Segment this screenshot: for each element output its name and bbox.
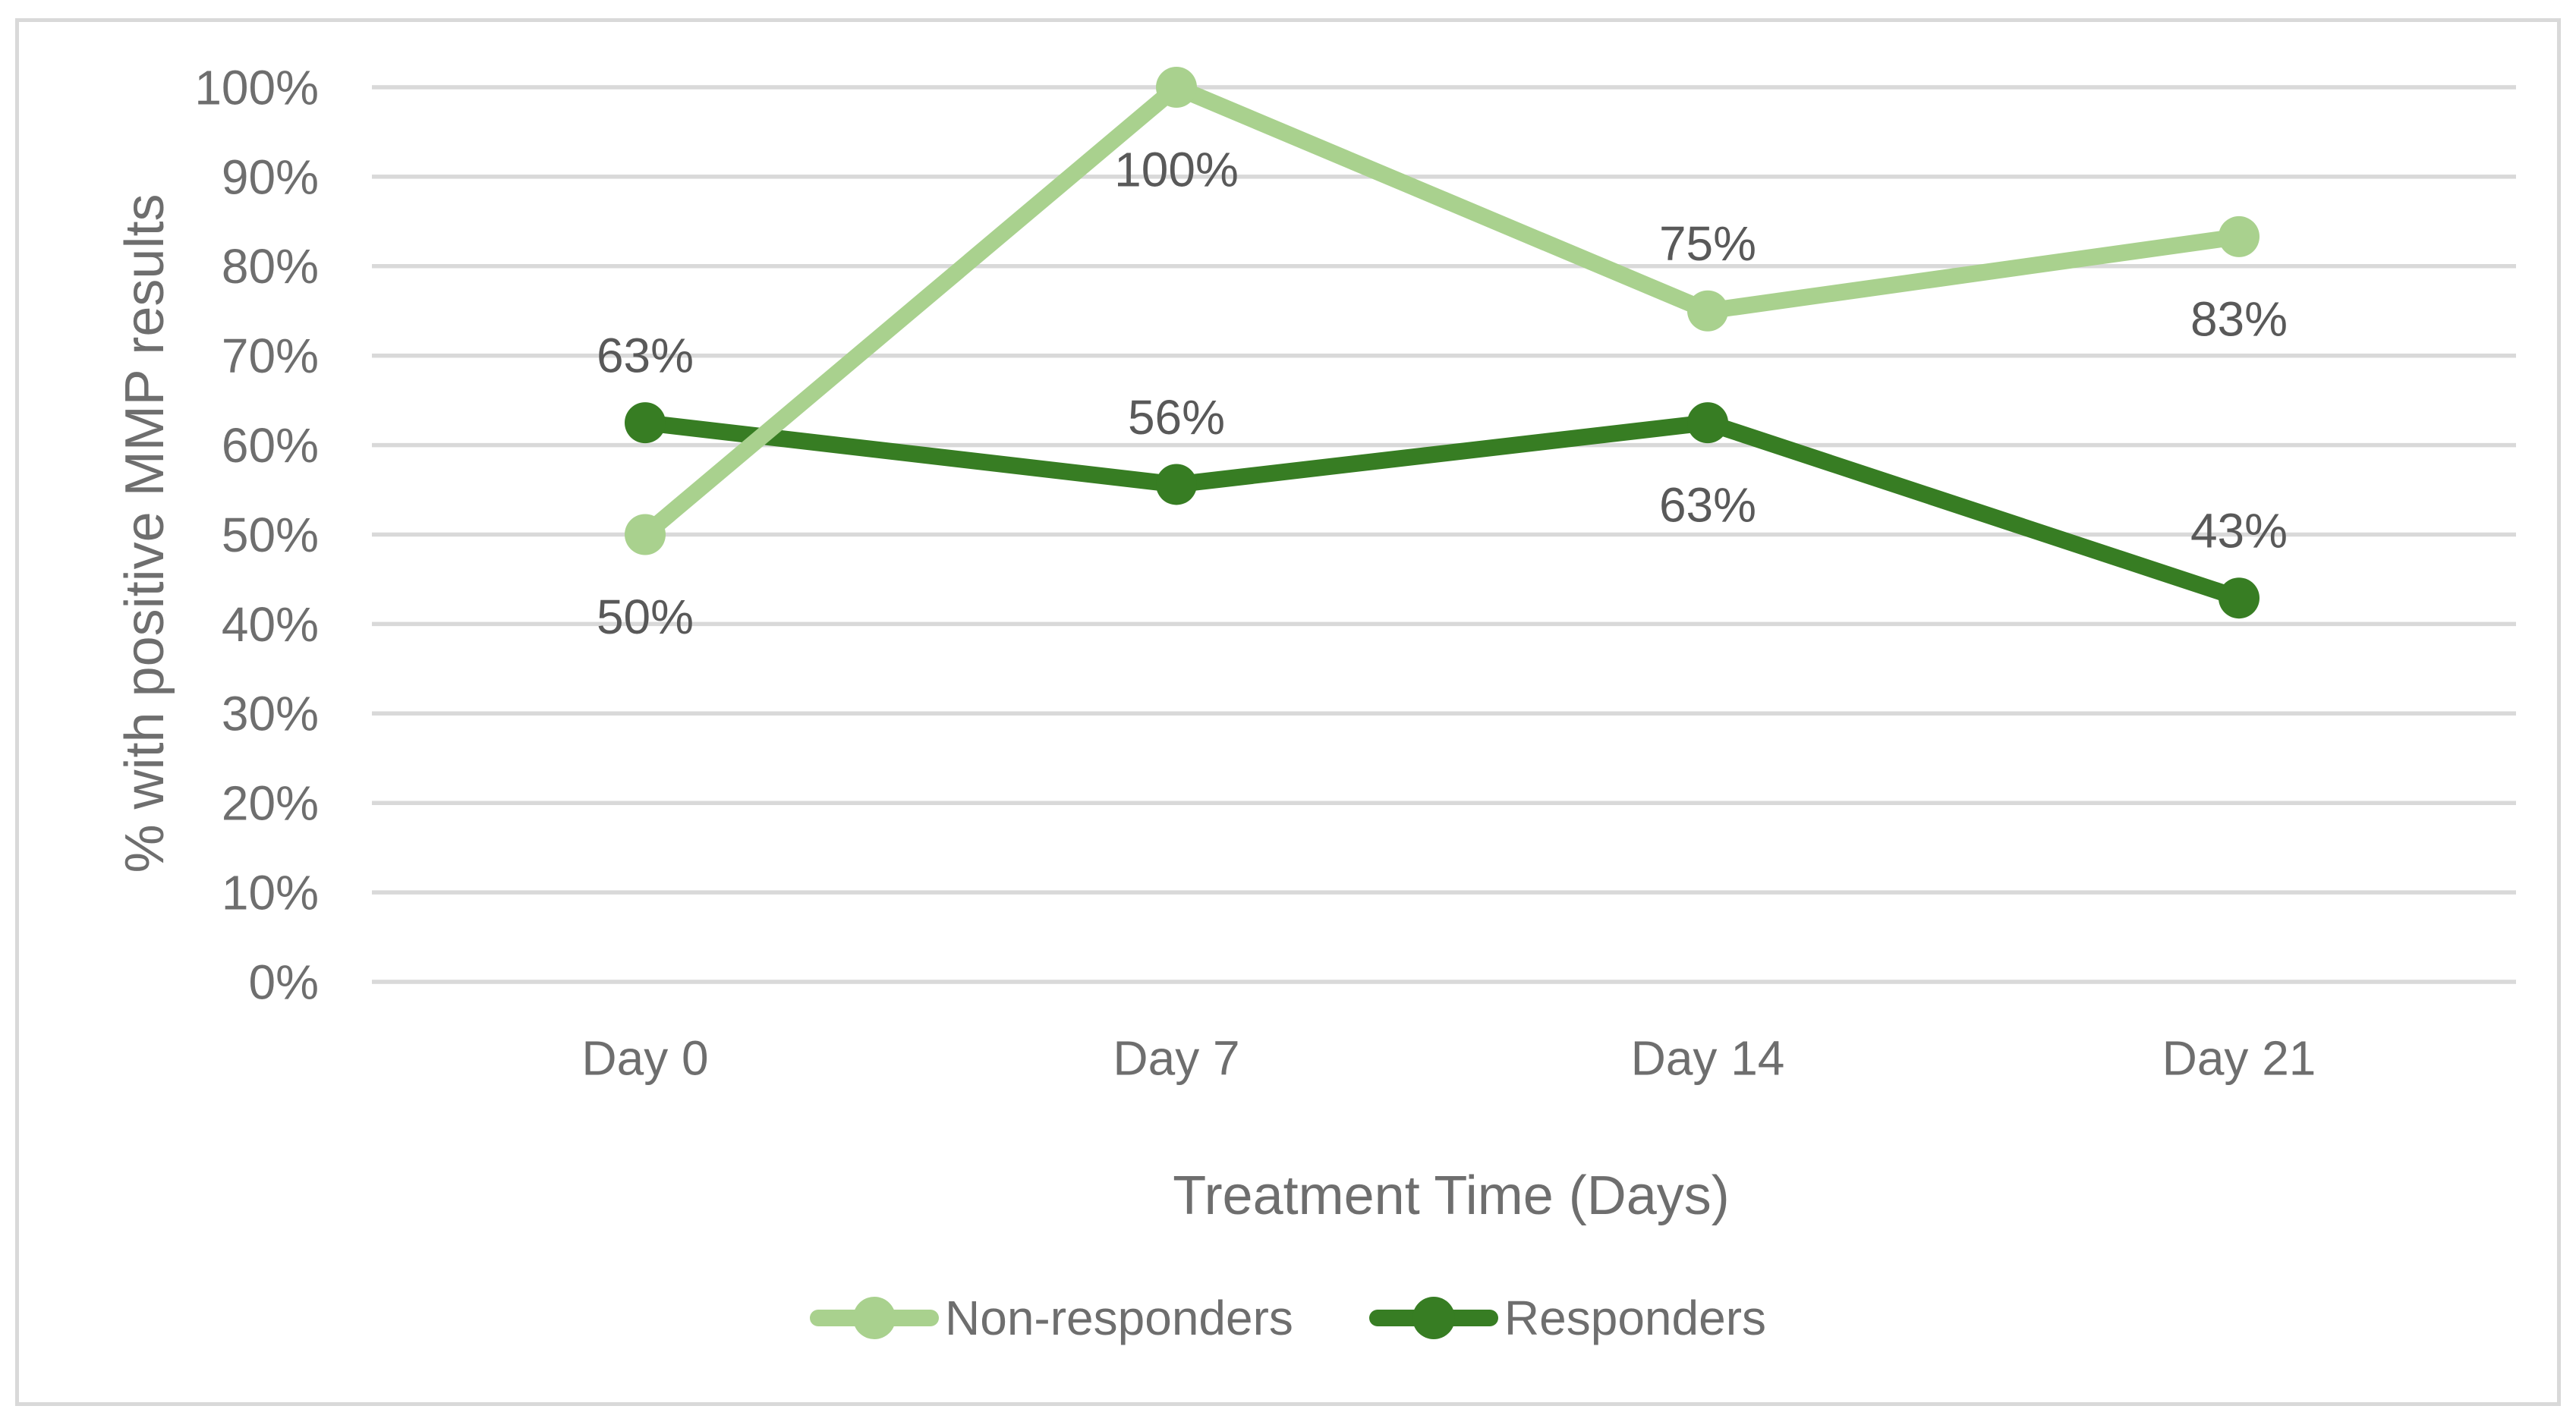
data-point-marker-responders <box>625 402 666 444</box>
x-tick-label: Day 14 <box>1631 1030 1785 1085</box>
y-axis-title: % with positive MMP results <box>115 194 175 873</box>
x-tick-label: Day 0 <box>581 1030 708 1085</box>
y-tick-label: 100% <box>194 60 319 115</box>
y-tick-label: 40% <box>222 597 319 652</box>
data-label-responders: 43% <box>2190 504 2288 558</box>
data-point-marker-responders <box>2219 577 2260 619</box>
data-point-marker-non-responders <box>625 514 666 555</box>
y-tick-label: 10% <box>222 866 319 920</box>
data-label-non-responders: 100% <box>1114 142 1239 197</box>
series-line-non-responders <box>637 79 2247 543</box>
y-tick-label: 30% <box>222 687 319 741</box>
data-point-marker-non-responders <box>1687 290 1728 332</box>
x-tick-label: Day 7 <box>1113 1030 1239 1085</box>
series-group <box>625 67 2260 619</box>
x-axis-title: Treatment Time (Days) <box>1173 1165 1729 1226</box>
data-label-responders: 63% <box>597 329 694 383</box>
data-label-non-responders: 75% <box>1659 216 1756 271</box>
data-labels-group: 50% 100% 75% 83% 63% 56% 63% 43% <box>597 142 2288 644</box>
x-axis-tick-labels: Day 0 Day 7 Day 14 Day 21 <box>581 1030 2316 1085</box>
legend: Non-responders Responders <box>0 1285 2576 1351</box>
legend-dot-icon <box>1412 1297 1455 1339</box>
data-point-marker-non-responders <box>2219 215 2260 257</box>
data-label-responders: 56% <box>1128 390 1225 445</box>
legend-dot-icon <box>853 1297 896 1339</box>
data-point-marker-responders <box>1687 402 1728 444</box>
legend-label-non-responders: Non-responders <box>945 1291 1293 1345</box>
y-tick-label: 0% <box>249 955 320 1009</box>
data-label-non-responders: 50% <box>597 590 694 644</box>
y-tick-label: 70% <box>222 329 319 383</box>
y-tick-label: 80% <box>222 239 319 294</box>
y-tick-label: 20% <box>222 776 319 831</box>
data-point-marker-responders <box>1156 464 1197 505</box>
y-tick-label: 60% <box>222 418 319 473</box>
y-tick-label: 50% <box>222 508 319 562</box>
legend-marker-responders-icon <box>1368 1297 1498 1339</box>
y-axis-tick-labels: 0% 10% 20% 30% 40% 50% 60% 70% 80% 90% 100% <box>194 60 319 1009</box>
y-tick-label: 90% <box>222 149 319 204</box>
legend-item-non-responders: Non-responders <box>810 1294 1293 1342</box>
data-point-marker-non-responders <box>1156 67 1197 108</box>
legend-marker-non-responders-icon <box>810 1297 939 1339</box>
series-line-responders <box>637 414 2247 607</box>
gridlines-group <box>372 85 2516 984</box>
data-label-responders: 63% <box>1659 478 1756 533</box>
chart-border <box>15 18 2561 1406</box>
legend-item-responders: Responders <box>1368 1291 1766 1345</box>
legend-label-responders: Responders <box>1504 1291 1766 1345</box>
x-tick-label: Day 21 <box>2162 1030 2316 1085</box>
data-label-non-responders: 83% <box>2190 291 2288 346</box>
